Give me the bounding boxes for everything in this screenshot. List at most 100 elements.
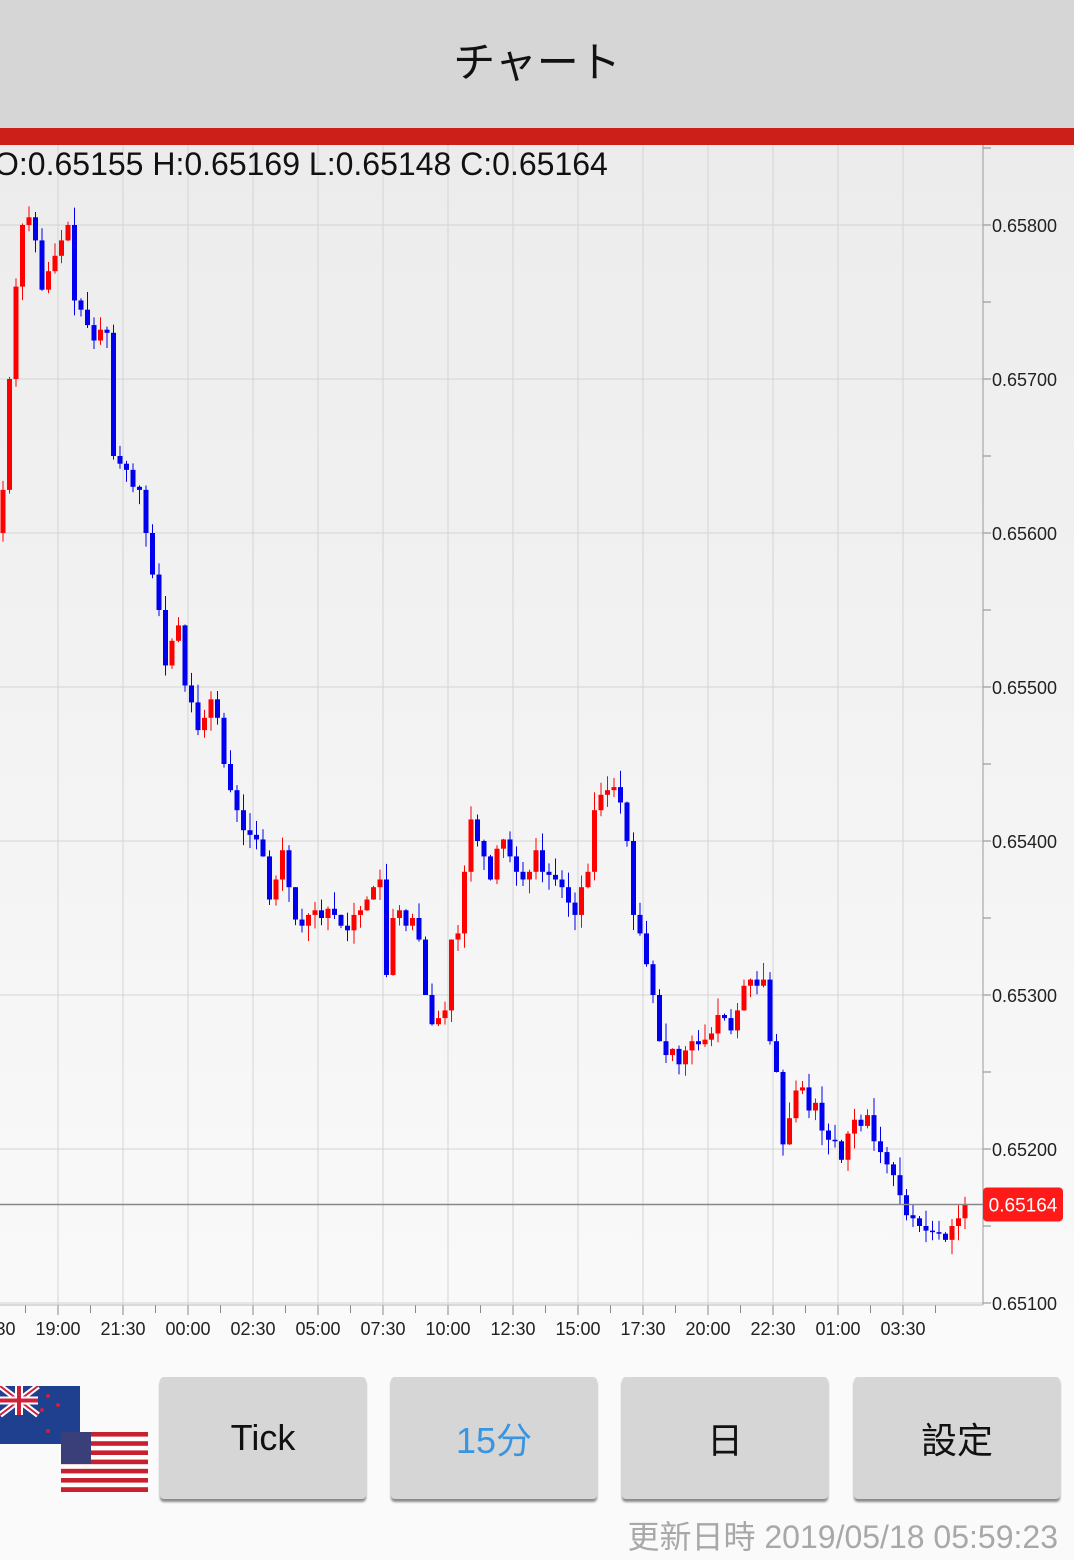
new-zealand-flag-icon: [0, 1386, 80, 1444]
candle-body: [267, 856, 272, 900]
candle-body: [644, 933, 649, 965]
candle-body: [891, 1164, 896, 1176]
daily-button-label: 日: [706, 1420, 743, 1461]
candle-body: [956, 1218, 961, 1226]
x-tick-label: 22:30: [750, 1319, 795, 1339]
last-updated: 更新日時 2019/05/18 05:59:23: [627, 1519, 1058, 1555]
current-price-badge: [983, 1187, 1063, 1222]
candle-body: [208, 699, 214, 718]
candle-body: [728, 1018, 734, 1031]
candle-body: [455, 933, 461, 940]
x-tick-label: 03:30: [880, 1319, 925, 1339]
x-tick-label: 17:30: [620, 1319, 665, 1339]
candle-body: [241, 810, 246, 831]
y-tick-label: 0.65100: [992, 1294, 1057, 1314]
candle-body: [793, 1090, 799, 1119]
candle-body: [468, 819, 474, 872]
candle-body: [871, 1115, 877, 1142]
candle-body: [839, 1141, 844, 1160]
candle-body: [683, 1050, 688, 1065]
candle-body: [761, 979, 766, 986]
candle-body: [787, 1118, 792, 1145]
candle-body: [540, 850, 545, 872]
x-tick-label: 20:00: [685, 1319, 730, 1339]
candle-body: [429, 995, 435, 1025]
candle-body: [260, 839, 266, 857]
settings-button[interactable]: 設定: [854, 1377, 1060, 1499]
candle-body: [514, 856, 519, 872]
y-tick-label: 0.65800: [992, 216, 1057, 236]
candle-body: [722, 1015, 727, 1019]
candle-body: [702, 1039, 708, 1045]
candle-body: [962, 1204, 968, 1219]
candle-body: [618, 787, 623, 803]
candle-body: [228, 764, 233, 791]
candle-body: [85, 309, 90, 326]
candle-body: [923, 1226, 929, 1231]
candle-body: [598, 794, 604, 811]
candle-body: [611, 787, 617, 791]
candle-body: [312, 910, 318, 915]
y-tick-label: 0.65600: [992, 524, 1057, 544]
candle-body: [26, 217, 32, 225]
app-header: チャート: [0, 0, 1074, 128]
daily-button[interactable]: 日: [622, 1377, 828, 1499]
candle-body: [507, 839, 513, 857]
candle-body: [845, 1133, 851, 1160]
candle-body: [416, 918, 422, 940]
candle-body: [436, 1018, 441, 1025]
candle-body: [137, 486, 142, 490]
candle-body: [397, 910, 402, 918]
candle-body: [624, 802, 630, 841]
x-tick-label: 21:30: [100, 1319, 145, 1339]
candle-body: [403, 910, 409, 926]
x-tick-label: 02:30: [230, 1319, 275, 1339]
y-tick-label: 0.65300: [992, 986, 1057, 1006]
currency-pair-flags[interactable]: [0, 1386, 150, 1494]
candle-body: [182, 625, 188, 686]
candlestick-chart[interactable]: 0.65100 0.65200 0.65300 0.65400 0.65500 0.656…: [0, 145, 1074, 1360]
candle-body: [689, 1041, 695, 1051]
candle-body: [111, 332, 116, 456]
tick-button[interactable]: Tick: [160, 1377, 366, 1499]
chart-background: [0, 145, 1074, 1360]
candle-body: [566, 887, 571, 903]
candle-body: [390, 918, 396, 975]
x-tick-label: 12:30: [490, 1319, 535, 1339]
candle-body: [176, 625, 181, 641]
candle-body: [33, 217, 38, 241]
candle-body: [650, 964, 656, 995]
candle-body: [371, 887, 376, 900]
candle-body: [20, 225, 25, 287]
candle-body: [202, 717, 207, 731]
candle-body: [78, 300, 84, 310]
candle-body: [488, 856, 493, 880]
current-price-label: 0.65164: [989, 1195, 1058, 1216]
candle-body: [631, 841, 636, 915]
candle-body: [520, 871, 526, 880]
x-tick-label: 19:00: [35, 1319, 80, 1339]
candle-body: [774, 1041, 779, 1072]
15min-button[interactable]: 15分: [391, 1377, 597, 1499]
candle-body: [332, 908, 337, 915]
candle-body: [351, 914, 357, 931]
candle-body: [117, 456, 123, 464]
candle-body: [657, 995, 662, 1042]
candle-body: [195, 702, 201, 731]
candle-body: [364, 899, 370, 911]
candle-body: [475, 819, 480, 841]
candle-body: [884, 1152, 890, 1165]
candle-body: [91, 325, 97, 341]
candle-body: [286, 850, 292, 888]
candle-body: [221, 717, 227, 764]
candle-body: [247, 830, 253, 835]
candle-body: [280, 850, 285, 880]
candle-body: [585, 871, 591, 888]
candle-body: [345, 925, 350, 931]
candle-body: [72, 225, 77, 301]
candle-body: [410, 918, 415, 926]
x-tick-label: 05:00: [295, 1319, 340, 1339]
candle-body: [637, 914, 643, 934]
candle-body: [481, 841, 487, 857]
candle-body: [306, 914, 311, 926]
